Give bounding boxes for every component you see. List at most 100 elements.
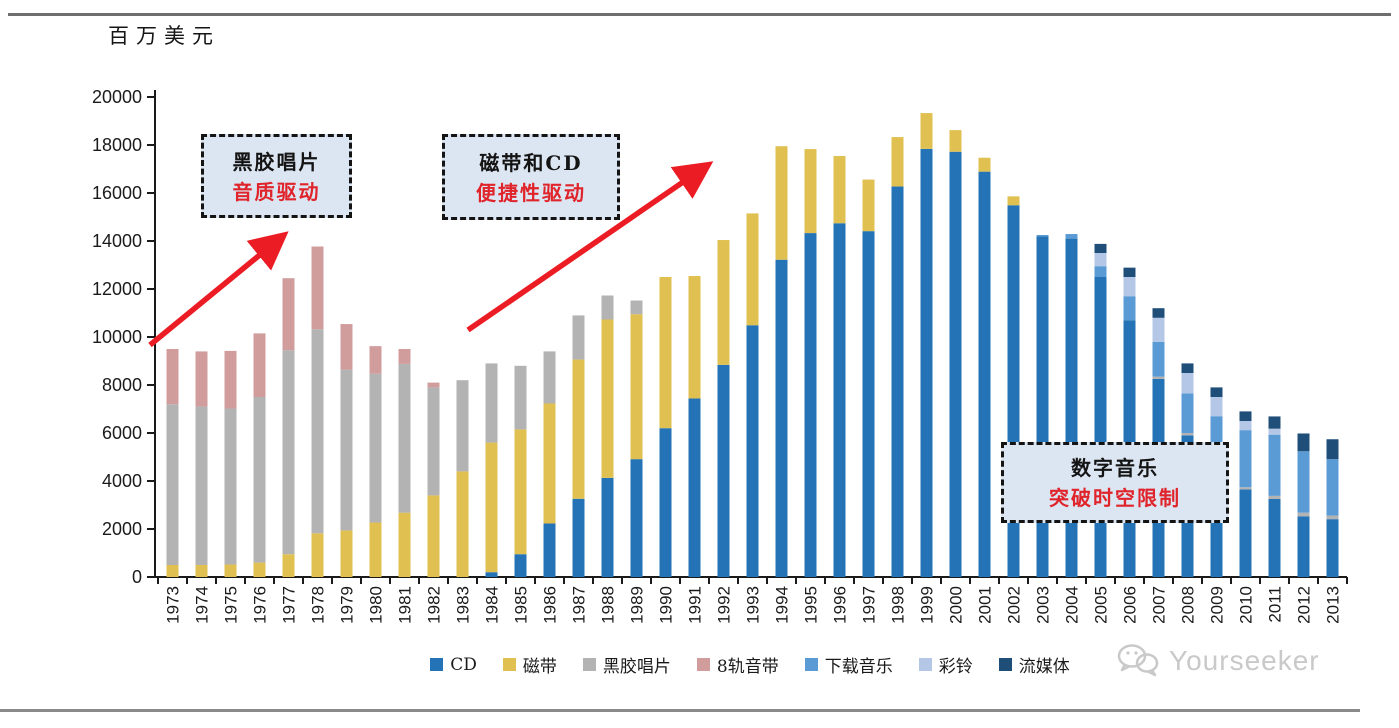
bar-segment [398, 512, 411, 577]
bar-segment [253, 562, 266, 577]
annotation-cassette-cd-subtitle: 便捷性驱动 [476, 180, 586, 205]
bar-segment [1123, 277, 1136, 297]
bar-segment [688, 276, 701, 399]
bar-segment [340, 369, 353, 531]
bar-segment [514, 365, 527, 430]
legend-swatch [804, 658, 818, 671]
x-tick-label: 1999 [918, 586, 937, 624]
x-tick-label: 1983 [454, 586, 473, 624]
x-tick-label: 2008 [1179, 586, 1198, 624]
annotation-digital-title: 数字音乐 [1071, 456, 1159, 480]
bar-segment [1123, 267, 1136, 277]
bar-segment [1268, 499, 1281, 577]
legend-swatch [430, 658, 444, 671]
bar-segment [746, 213, 759, 326]
x-tick-label: 1978 [309, 586, 328, 624]
bar-segment [485, 572, 498, 577]
bar-segment [456, 471, 469, 577]
x-tick-label: 1990 [657, 586, 676, 624]
annotation-vinyl-subtitle: 音质驱动 [232, 179, 321, 204]
y-tick-label: 0 [132, 567, 142, 587]
bar-segment [1007, 196, 1020, 206]
y-tick-label: 4000 [102, 471, 142, 491]
bar-segment [253, 333, 266, 397]
y-tick-label: 6000 [102, 423, 142, 443]
bar-segment [456, 380, 469, 472]
y-tick-label: 2000 [102, 519, 142, 539]
x-tick-label: 1998 [889, 586, 908, 624]
x-tick-label: 1989 [628, 586, 647, 624]
bar-segment [369, 346, 382, 374]
bar-segment [514, 429, 527, 555]
legend-item: 彩铃 [918, 652, 973, 677]
bar-segment [224, 350, 237, 409]
bar-segment [978, 171, 991, 577]
bar-segment [572, 498, 585, 577]
bar-segment [427, 382, 440, 388]
bar-segment [1181, 373, 1194, 394]
chart-legend: CD 磁带 黑胶唱片 8轨音带 下载音乐 彩铃 流媒体 [155, 652, 1345, 677]
annotation-digital-era: 数字音乐 突破时空限制 [1001, 442, 1229, 523]
annotation-vinyl-title: 黑胶唱片 [232, 149, 321, 174]
bar-segment [1094, 266, 1107, 277]
legend-item: 下载音乐 [804, 652, 893, 677]
bar-segment [1181, 393, 1194, 433]
bar-segment [1268, 434, 1281, 496]
bar-segment [1123, 296, 1136, 321]
bar-segment [340, 530, 353, 577]
bar-segment [949, 130, 962, 152]
bar-segment [166, 404, 179, 565]
bar-segment [1210, 397, 1223, 417]
x-tick-label: 1993 [744, 586, 763, 624]
bar-segment [1181, 433, 1194, 436]
x-tick-label: 1991 [686, 586, 705, 624]
bar-segment [1297, 512, 1310, 517]
x-tick-label: 2007 [1150, 586, 1169, 624]
x-tick-label: 1997 [860, 586, 879, 624]
x-tick-label: 1994 [773, 586, 792, 624]
x-tick-label: 1980 [367, 586, 386, 624]
bar-segment [1065, 238, 1078, 577]
x-tick-label: 1995 [802, 586, 821, 624]
bar-segment [543, 351, 556, 404]
watermark-text: Yourseeker [1169, 645, 1320, 676]
bar-segment [1094, 243, 1107, 253]
bar-segment [1094, 253, 1107, 267]
bar-segment [1239, 489, 1252, 577]
x-tick-label: 1996 [831, 586, 850, 624]
bar-segment [195, 406, 208, 565]
bar-segment [833, 156, 846, 224]
x-tick-label: 2005 [1092, 586, 1111, 624]
bar-segment [195, 351, 208, 407]
legend-label: 下载音乐 [824, 657, 893, 677]
x-tick-label: 2004 [1063, 586, 1082, 624]
bar-segment [775, 146, 788, 260]
bar-segment [572, 359, 585, 499]
bar-segment [340, 324, 353, 370]
legend-item: 8轨音带 [696, 652, 779, 677]
x-tick-label: 1977 [280, 586, 299, 624]
legend-swatch [918, 658, 932, 671]
bar-segment [427, 387, 440, 496]
y-tick-label: 16000 [92, 183, 142, 203]
x-tick-label: 1975 [222, 586, 241, 624]
bar-segment [311, 533, 324, 577]
bar-segment [775, 259, 788, 577]
bar-segment [1268, 495, 1281, 499]
bar-segment [543, 523, 556, 577]
bar-segment [891, 137, 904, 187]
bar-segment [1152, 308, 1165, 318]
bar-segment [862, 179, 875, 232]
bar-segment [659, 277, 672, 429]
bar-segment [862, 231, 875, 577]
bar-segment [1326, 515, 1339, 520]
bar-segment [601, 295, 614, 320]
legend-label: 黑胶唱片 [602, 657, 671, 677]
x-tick-label: 1979 [338, 586, 357, 624]
bar-segment [630, 314, 643, 460]
bar-segment [630, 459, 643, 577]
bar-segment [1326, 459, 1339, 516]
bar-segment [717, 364, 730, 577]
bar-segment [572, 315, 585, 360]
bar-segment [369, 522, 382, 577]
